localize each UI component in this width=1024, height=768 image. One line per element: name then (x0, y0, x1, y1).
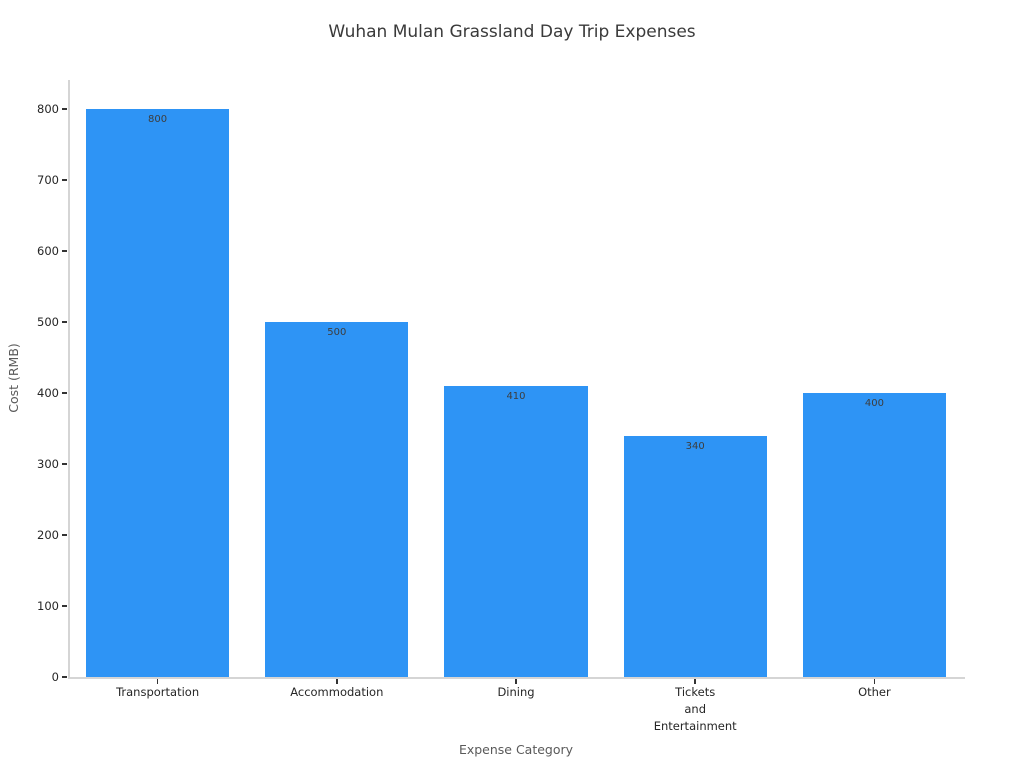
y-tick-label: 800 (37, 102, 59, 116)
bar-accommodation: 500 (265, 322, 409, 677)
x-tick-mark (156, 678, 159, 684)
bar-tickets: 340 (623, 435, 767, 677)
x-tick-mark (694, 678, 696, 684)
plot-area: 800 500 410 340 400 (68, 80, 964, 677)
y-tick-mark (62, 605, 67, 607)
y-tick-mark (62, 179, 67, 181)
bar-value-label: 500 (327, 327, 347, 338)
y-tick-mark (62, 392, 67, 394)
bar-value-label: 400 (864, 398, 884, 409)
x-tick-label: Accommodation (290, 685, 384, 699)
bar-dining: 410 (444, 385, 588, 677)
y-tick-label: 100 (37, 599, 59, 613)
y-tick-label: 700 (37, 173, 59, 187)
y-tick-mark (62, 534, 67, 536)
x-tick-label: Transportation (116, 685, 200, 699)
chart-title: Wuhan Mulan Grassland Day Trip Expenses (328, 22, 696, 42)
x-tick-label: Other (858, 685, 891, 699)
x-tick-mark (873, 678, 876, 684)
x-tick-mark (515, 678, 517, 684)
x-tick-label: Tickets and Entertainment (653, 685, 737, 733)
x-axis-spine (68, 677, 965, 679)
y-tick-label: 300 (37, 457, 59, 471)
y-tick-mark (62, 676, 67, 678)
x-axis-title: Expense Category (458, 742, 574, 757)
x-tick-mark (336, 678, 338, 684)
bar-other: 400 (802, 393, 947, 677)
y-axis-title: Cost (RMB) (6, 343, 21, 413)
y-tick-mark (62, 108, 67, 110)
bar-value-label: 410 (506, 390, 526, 402)
y-axis-spine (68, 80, 70, 677)
y-tick-label: 0 (51, 670, 59, 684)
bar-value-label: 340 (685, 440, 705, 452)
x-tick-label: Dining (497, 685, 535, 699)
y-tick-mark (62, 463, 67, 465)
y-tick-label: 200 (37, 528, 59, 542)
bar-value-label: 800 (148, 114, 168, 125)
bar-transportation: 800 (85, 109, 230, 677)
y-tick-mark (62, 250, 67, 252)
y-tick-mark (62, 321, 67, 323)
y-tick-label: 500 (37, 315, 59, 329)
y-tick-label: 600 (37, 244, 59, 258)
y-tick-label: 400 (37, 386, 59, 400)
